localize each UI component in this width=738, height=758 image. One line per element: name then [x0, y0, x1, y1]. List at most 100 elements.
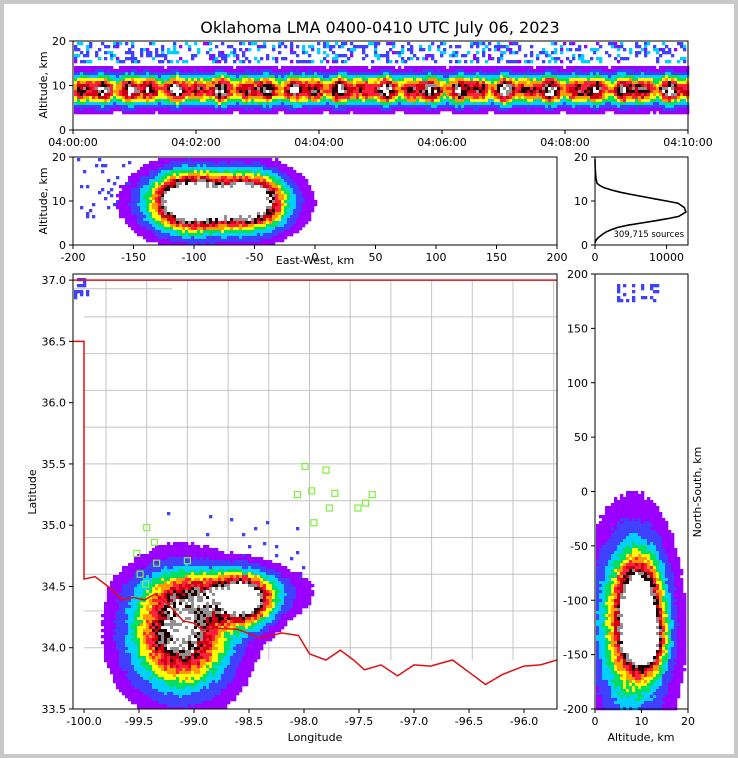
density-cell: [83, 87, 87, 91]
density-cell: [209, 81, 213, 85]
density-cell: [620, 90, 624, 94]
density-cell: [626, 111, 630, 115]
density-cell: [290, 209, 294, 213]
density-cell: [470, 84, 474, 88]
density-cell: [218, 179, 222, 183]
density-cell: [74, 78, 78, 82]
density-cell: [308, 93, 312, 97]
density-cell: [629, 51, 633, 55]
density-cell: [140, 197, 144, 201]
density-cell: [194, 69, 198, 73]
density-cell: [125, 218, 129, 222]
density-cell: [194, 54, 198, 58]
density-cell: [302, 45, 306, 49]
density-cell: [254, 209, 258, 213]
density-cell: [212, 72, 216, 76]
density-cell: [488, 66, 492, 70]
density-cell: [173, 51, 177, 55]
density-cell: [551, 51, 555, 55]
density-cell: [425, 72, 429, 76]
density-cell: [218, 75, 222, 79]
density-cell: [308, 84, 312, 88]
density-cell: [275, 167, 279, 171]
density-cell: [569, 99, 573, 103]
density-cell: [494, 48, 498, 52]
density-cell: [389, 84, 393, 88]
density-cell: [359, 96, 363, 100]
density-cell: [200, 191, 204, 195]
density-cell: [554, 84, 558, 88]
density-cell: [587, 78, 591, 82]
density-cell: [482, 72, 486, 76]
density-cell: [173, 203, 177, 207]
density-cell: [668, 108, 672, 112]
density-cell: [221, 108, 225, 112]
density-cell: [152, 42, 156, 46]
density-cell: [683, 105, 687, 109]
density-cell: [521, 81, 525, 85]
density-cell: [251, 209, 255, 213]
density-cell: [389, 81, 393, 85]
density-cell: [281, 203, 285, 207]
density-cell: [344, 93, 348, 97]
density-cell: [596, 99, 600, 103]
density-cell: [143, 212, 147, 216]
density-cell: [635, 99, 639, 103]
density-cell: [206, 209, 210, 213]
density-cell: [533, 99, 537, 103]
density-cell: [605, 102, 609, 106]
density-cell: [593, 96, 597, 100]
density-cell: [191, 191, 195, 195]
density-cell: [590, 102, 594, 106]
density-cell: [437, 75, 441, 79]
density-cell: [527, 87, 531, 91]
density-cell: [416, 84, 420, 88]
density-cell: [608, 108, 612, 112]
density-cell: [149, 102, 153, 106]
density-cell: [512, 111, 516, 115]
density-cell: [338, 72, 342, 76]
density-cell: [311, 197, 315, 201]
density-cell: [275, 90, 279, 94]
density-cell: [536, 108, 540, 112]
density-cell: [635, 69, 639, 73]
density-cell: [473, 108, 477, 112]
density-cell: [539, 99, 543, 103]
density-cell: [335, 84, 339, 88]
density-cell: [593, 81, 597, 85]
density-cell: [356, 99, 360, 103]
density-cell: [554, 42, 558, 46]
density-cell: [272, 179, 276, 183]
density-cell: [293, 194, 297, 198]
density-cell: [233, 161, 237, 165]
density-cell: [176, 173, 180, 177]
density-cell: [272, 66, 276, 70]
density-cell: [581, 99, 585, 103]
density-cell: [653, 108, 657, 112]
density-cell: [206, 111, 210, 115]
density-cell: [683, 111, 687, 115]
density-cell: [479, 72, 483, 76]
density-cell: [179, 203, 183, 207]
density-cell: [272, 191, 276, 195]
density-cell: [197, 173, 201, 177]
density-cell: [317, 66, 321, 70]
density-cell: [431, 57, 435, 61]
density-cell: [185, 75, 189, 79]
density-cell: [218, 215, 222, 219]
density-cell: [317, 51, 321, 55]
density-cell: [656, 99, 660, 103]
density-cell: [281, 215, 285, 219]
density-cell: [572, 78, 576, 82]
density-cell: [158, 185, 162, 189]
density-cell: [185, 185, 189, 189]
density-cell: [374, 66, 378, 70]
density-cell: [239, 102, 243, 106]
density-cell: [266, 173, 270, 177]
density-cell: [95, 87, 99, 91]
density-cell: [110, 93, 114, 97]
density-cell: [644, 69, 648, 73]
density-cell: [566, 93, 570, 97]
density-cell: [230, 176, 234, 180]
density-cell: [254, 78, 258, 82]
